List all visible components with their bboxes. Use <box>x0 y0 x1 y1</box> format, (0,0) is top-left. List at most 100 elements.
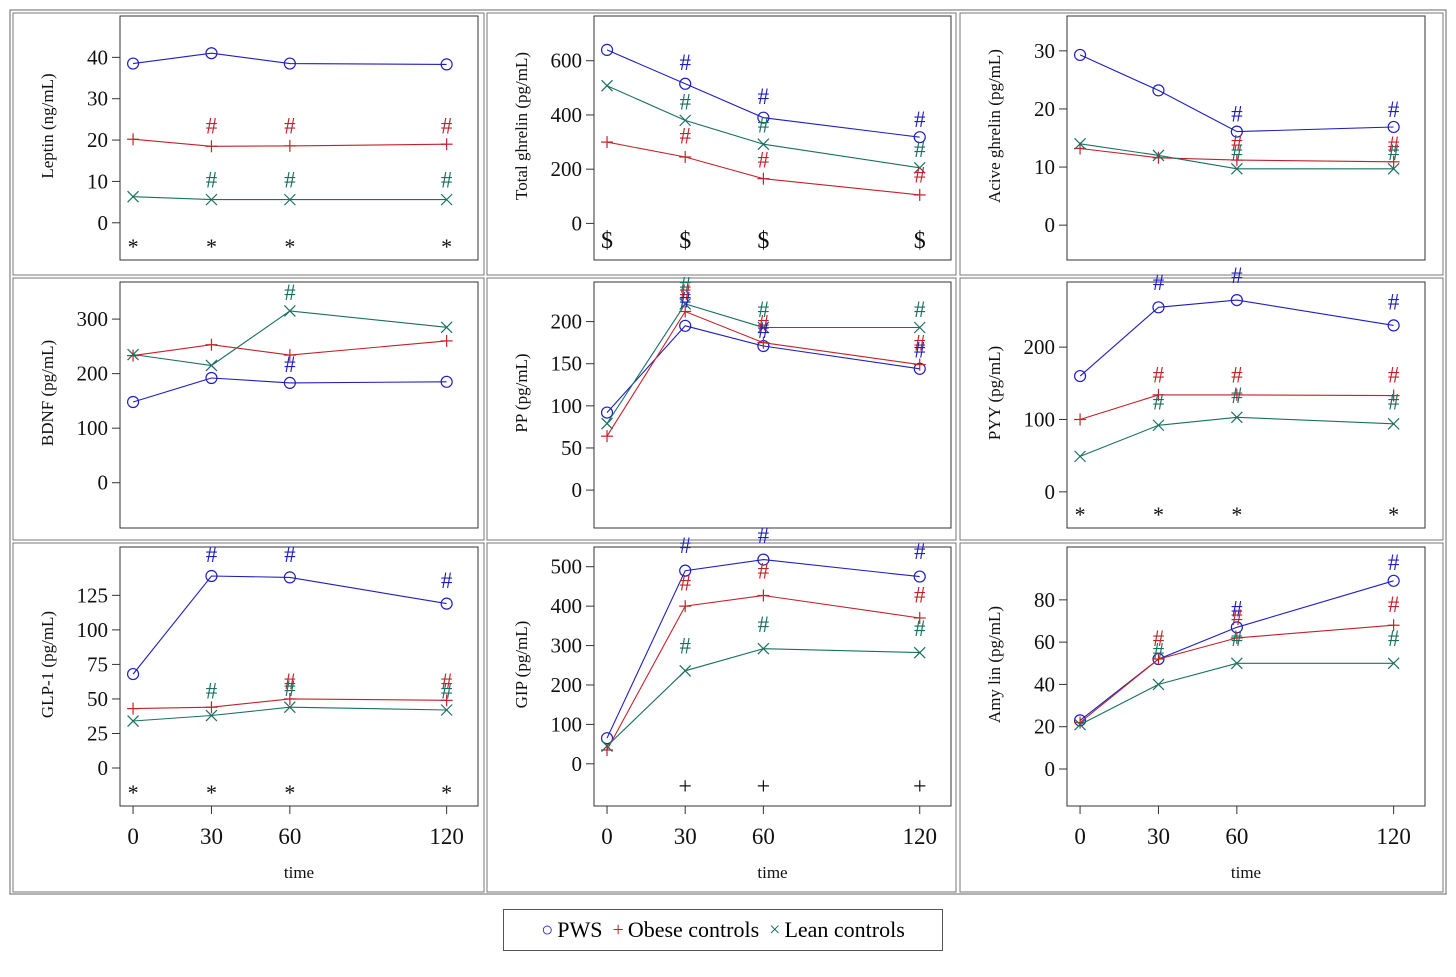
point-obese <box>127 702 140 715</box>
series-line-lean <box>133 310 447 367</box>
annotation-hash: # <box>1388 389 1400 414</box>
y-axis-label: Amy lin (pg/mL) <box>985 606 1004 723</box>
y-tick-label: 10 <box>87 169 108 193</box>
y-tick-label: 100 <box>551 394 583 418</box>
bottom-marker: * <box>1388 502 1399 527</box>
annotation-hash: # <box>441 568 453 593</box>
bottom-marker: * <box>1075 502 1086 527</box>
annotation-hash: # <box>914 331 926 356</box>
point-lean-b <box>440 704 453 716</box>
point-lean <box>679 664 692 677</box>
panel-border <box>959 12 1444 276</box>
panel-border <box>486 277 957 541</box>
panel-4: 0 100 200 300 BDNF (pg/mL) # # <box>12 277 485 541</box>
point-obese <box>1152 653 1165 666</box>
y-tick-label: 0 <box>1045 480 1056 504</box>
legend-item-obese: + Obese controls <box>613 917 760 943</box>
point-lean <box>1230 657 1243 670</box>
series-line-lean <box>606 648 920 747</box>
point-pws <box>205 371 218 385</box>
panel-border <box>12 12 485 276</box>
point-obese <box>913 358 926 371</box>
annotation-hash: # <box>1388 132 1400 157</box>
y-tick-label: 400 <box>551 103 583 127</box>
bottom-marker: $ <box>914 228 926 254</box>
point-lean <box>283 304 296 317</box>
series-line-lean <box>606 303 920 424</box>
y-tick-label: 0 <box>98 211 109 235</box>
panel-border <box>486 542 957 893</box>
annotation-hash: # <box>206 542 218 567</box>
y-axis-label: GIP (pg/mL) <box>512 621 531 709</box>
point-lean <box>1387 162 1400 175</box>
annotation-hash: # <box>441 114 453 139</box>
point-pws <box>440 58 453 71</box>
point-pws <box>600 406 614 419</box>
annotation-hash: # <box>914 539 926 564</box>
series-line-lean <box>606 85 920 169</box>
bottom-marker: * <box>284 234 295 259</box>
point-lean-b <box>283 701 296 714</box>
y-tick-label: 40 <box>87 45 108 69</box>
annotation-hash: # <box>1153 363 1165 388</box>
point-lean <box>127 348 139 361</box>
bottom-marker: + <box>678 774 692 800</box>
point-obese <box>283 349 296 362</box>
point-obese <box>1152 388 1165 401</box>
annotation-hash: # <box>284 114 296 139</box>
point-pws <box>126 57 140 70</box>
annotation-hash: # <box>758 84 770 109</box>
point-pws <box>913 131 926 144</box>
annotation-hash: # <box>1231 363 1243 388</box>
y-tick-label: 100 <box>77 618 109 642</box>
bottom-marker: * <box>441 234 452 259</box>
series-line-lean <box>133 196 447 201</box>
point-lean-b <box>1230 162 1243 175</box>
point-pws <box>757 111 770 124</box>
point-lean-b <box>757 138 770 151</box>
point-lean <box>205 709 218 722</box>
point-obese <box>679 305 692 318</box>
figure-frame <box>9 9 1447 895</box>
point-obese <box>205 338 218 351</box>
point-obese <box>440 138 453 151</box>
panel-border <box>959 277 1444 541</box>
point-pws <box>1073 369 1087 383</box>
x-tick-label: 120 <box>429 824 464 849</box>
point-lean-b <box>679 664 692 677</box>
bottom-marker: $ <box>679 228 691 254</box>
point-lean-b <box>127 348 139 361</box>
point-lean-b <box>757 321 770 334</box>
plot-area <box>1066 546 1426 807</box>
panel-border <box>486 12 957 276</box>
point-obese <box>1387 389 1400 402</box>
annotation-hash: # <box>441 167 453 192</box>
point-obese <box>1387 155 1400 168</box>
point-lean-b <box>601 740 613 753</box>
point-lean <box>127 715 139 727</box>
y-tick-label: 500 <box>551 555 583 579</box>
annotation-hash: # <box>758 318 770 343</box>
annotation-hash: # <box>679 123 691 148</box>
point-pws <box>283 376 296 390</box>
point-lean <box>601 740 613 753</box>
bottom-marker: * <box>441 780 452 805</box>
y-tick-label: 0 <box>1045 213 1056 237</box>
y-tick-label: 150 <box>551 352 583 376</box>
point-obese <box>1152 151 1165 164</box>
point-lean-b <box>127 715 139 727</box>
annotation-hash: # <box>679 280 691 305</box>
y-tick-label: 200 <box>1024 335 1056 359</box>
point-pws <box>757 553 770 566</box>
x-tick-label: 30 <box>1147 824 1170 849</box>
series-line-lean <box>1080 143 1394 170</box>
y-tick-label: 0 <box>572 478 583 502</box>
x-axis-label: time <box>284 863 314 882</box>
annotation-hash: # <box>679 570 691 595</box>
point-lean <box>1074 137 1086 150</box>
y-tick-label: 20 <box>1034 715 1055 739</box>
point-pws <box>283 57 296 70</box>
point-obese <box>679 150 692 163</box>
series-line-pws <box>1079 580 1394 721</box>
